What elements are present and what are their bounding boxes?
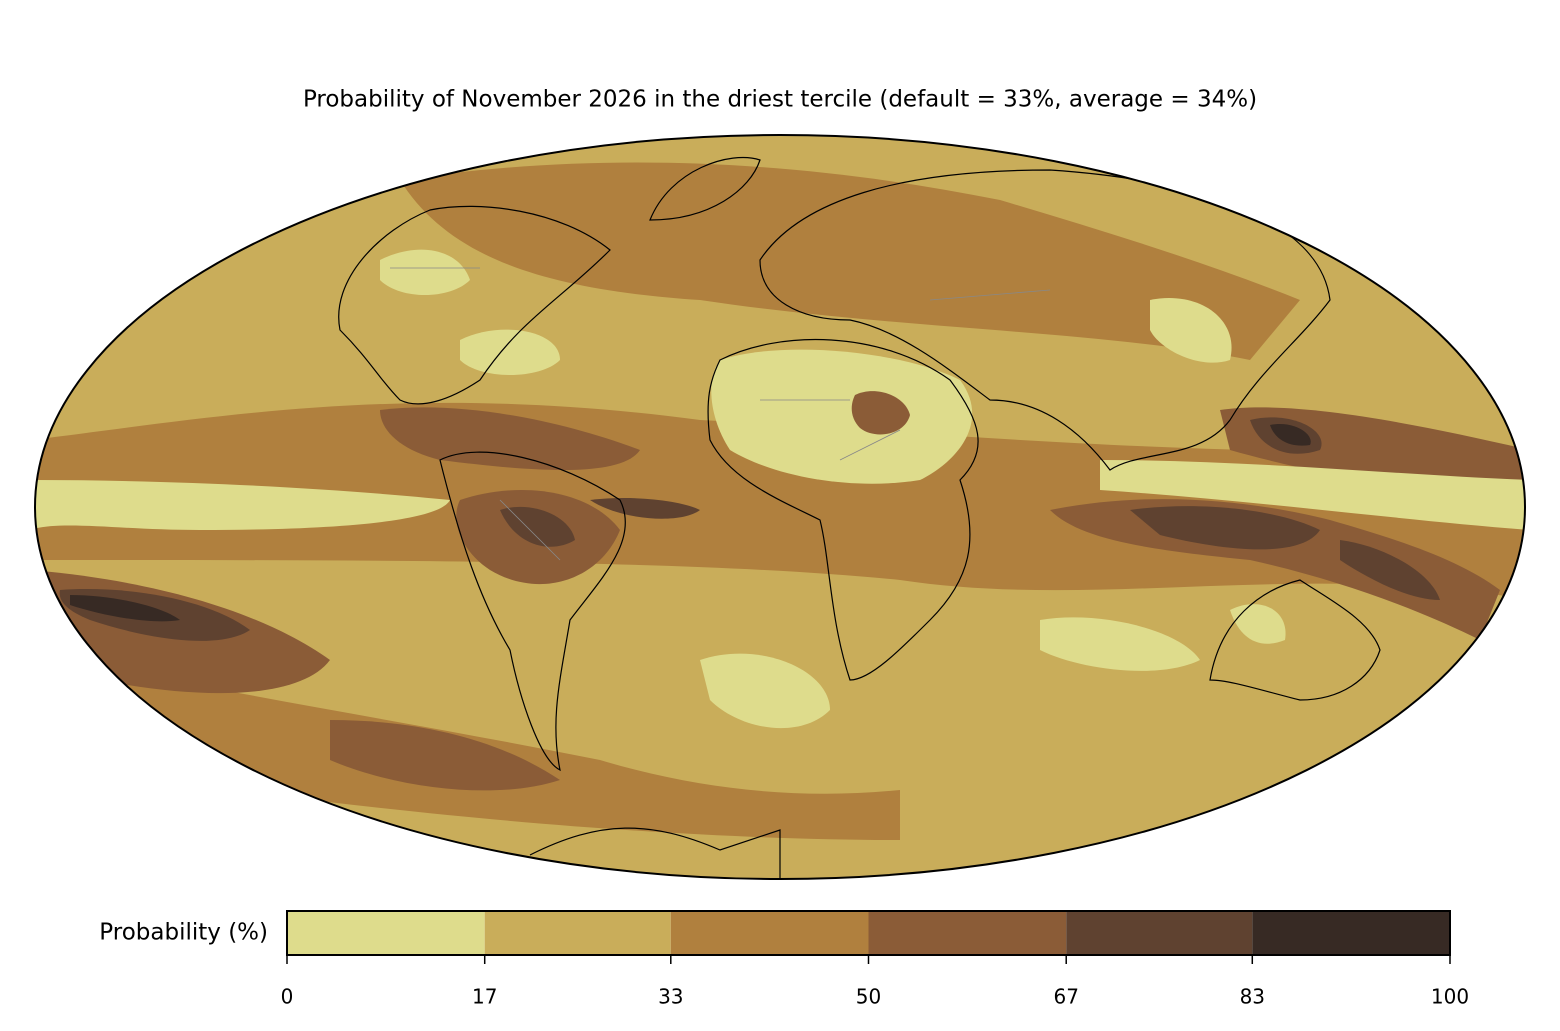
colorbar-segment [670,911,869,955]
field-region [400,162,1300,360]
field-region [851,391,910,435]
coastline [1209,579,1381,701]
coastline [529,827,781,879]
colorbar-segment [1066,911,1253,955]
colorbar-segment [868,911,1067,955]
country-border [390,267,1051,561]
coastline [649,156,761,221]
field-region [380,407,640,470]
field-region [460,329,560,375]
field-region [1150,298,1232,363]
coastline [707,338,979,681]
tick-label: 67 [1053,985,1078,1009]
coastline [439,451,626,772]
tick-label: 17 [472,985,497,1009]
tick-label: 0 [281,985,294,1009]
coastline [338,205,611,405]
tick-label: 100 [1431,985,1469,1009]
field-region [1230,604,1286,644]
field-region [1270,424,1311,446]
colorbar-frame [286,910,1451,956]
coastline [759,169,1331,471]
field-region [70,595,180,622]
field-region [500,506,575,547]
colorbar-label: Probability (%) [99,920,268,946]
field-region [1100,460,1525,530]
colorbar-segment [484,911,671,955]
colorbar-segment [287,911,485,955]
field-region [700,653,830,729]
tick-label: 50 [856,985,881,1009]
field-region [711,349,973,484]
map-title: Probability of November 2026 in the drie… [303,87,1257,113]
globe-outline [34,134,1526,880]
map-field [35,135,1525,879]
field-region [35,480,450,530]
field-region [380,249,470,295]
colorbar: 0 17 33 50 67 83 100 [281,911,1469,1009]
field-region [590,498,700,519]
field-region [1130,506,1320,550]
field-region [330,720,560,791]
tick-label: 83 [1240,985,1265,1009]
field-region [1340,540,1440,600]
field-region [1040,617,1200,671]
colorbar-segment [1252,911,1450,955]
field-region [35,402,1525,600]
tick-label: 33 [658,985,683,1009]
